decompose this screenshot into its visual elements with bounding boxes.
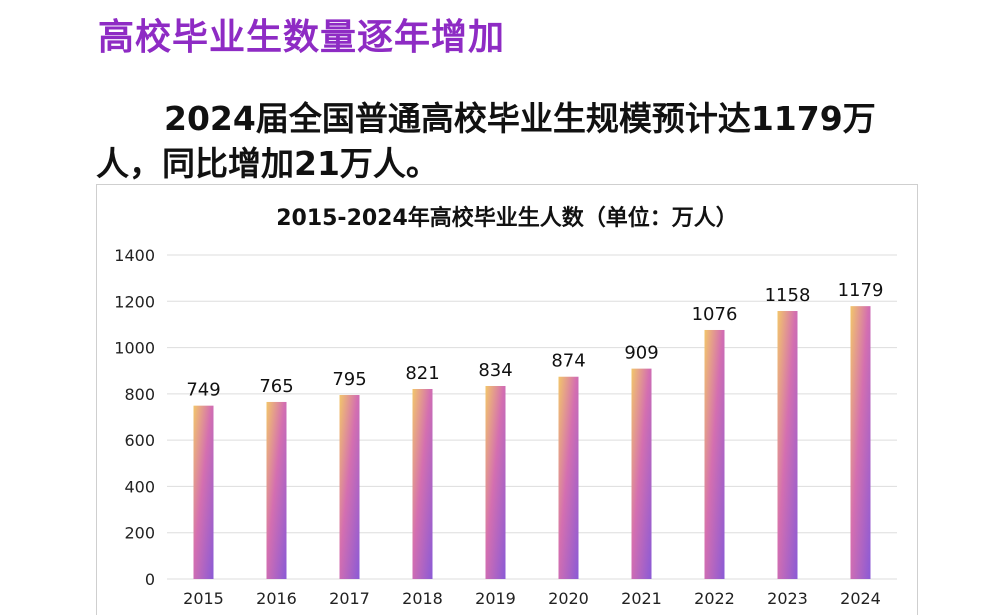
bar-chart: 2015-2024年高校毕业生人数（单位：万人） 0 200 400 600 800 10…	[114, 205, 897, 608]
chart-title: 2015-2024年高校毕业生人数（单位：万人）	[276, 205, 738, 231]
x-tick-label: 2019	[475, 589, 516, 608]
data-label: 795	[332, 369, 366, 390]
data-label: 821	[405, 363, 439, 384]
x-tick-label: 2015	[183, 589, 224, 608]
summary-paragraph: 2024届全国普通高校毕业生规模预计达1179万人，同比增加21万人。	[96, 99, 876, 183]
bar-2018	[412, 388, 433, 579]
bar-2017	[339, 395, 360, 579]
x-tick-label: 2018	[402, 589, 443, 608]
bar-2016	[266, 401, 287, 579]
bar-2024	[850, 306, 871, 579]
y-tick-label: 1200	[114, 292, 155, 311]
bar-2019	[485, 385, 506, 579]
y-tick-label: 200	[124, 524, 155, 543]
bar-2020	[558, 376, 579, 579]
x-tick-label: 2023	[767, 589, 808, 608]
bar-2021	[631, 368, 652, 579]
y-tick-label: 800	[124, 385, 155, 404]
data-label: 1076	[692, 304, 738, 325]
data-label: 749	[186, 380, 220, 401]
data-label: 1179	[838, 280, 884, 301]
x-tick-label: 2016	[256, 589, 297, 608]
x-tick-label: 2022	[694, 589, 735, 608]
x-tick-label: 2024	[840, 589, 881, 608]
page-heading: 高校毕业生数量逐年增加	[98, 17, 506, 58]
data-label: 874	[551, 351, 585, 372]
bar-2022	[704, 329, 725, 579]
y-tick-label: 600	[124, 431, 155, 450]
x-tick-label: 2017	[329, 589, 370, 608]
bar-2023	[777, 311, 798, 579]
data-label: 834	[478, 360, 512, 381]
data-label: 1158	[765, 285, 811, 306]
y-tick-label: 0	[145, 570, 155, 589]
chart-container: 2015-2024年高校毕业生人数（单位：万人） 0 200 400 600 800 10…	[96, 184, 918, 615]
y-tick-label: 1000	[114, 339, 155, 358]
bar-2015	[193, 405, 214, 579]
data-label: 765	[259, 376, 293, 397]
y-tick-label: 1400	[114, 246, 155, 265]
y-tick-label: 400	[124, 477, 155, 496]
x-tick-label: 2021	[621, 589, 662, 608]
data-label: 909	[624, 343, 658, 364]
x-tick-label: 2020	[548, 589, 589, 608]
